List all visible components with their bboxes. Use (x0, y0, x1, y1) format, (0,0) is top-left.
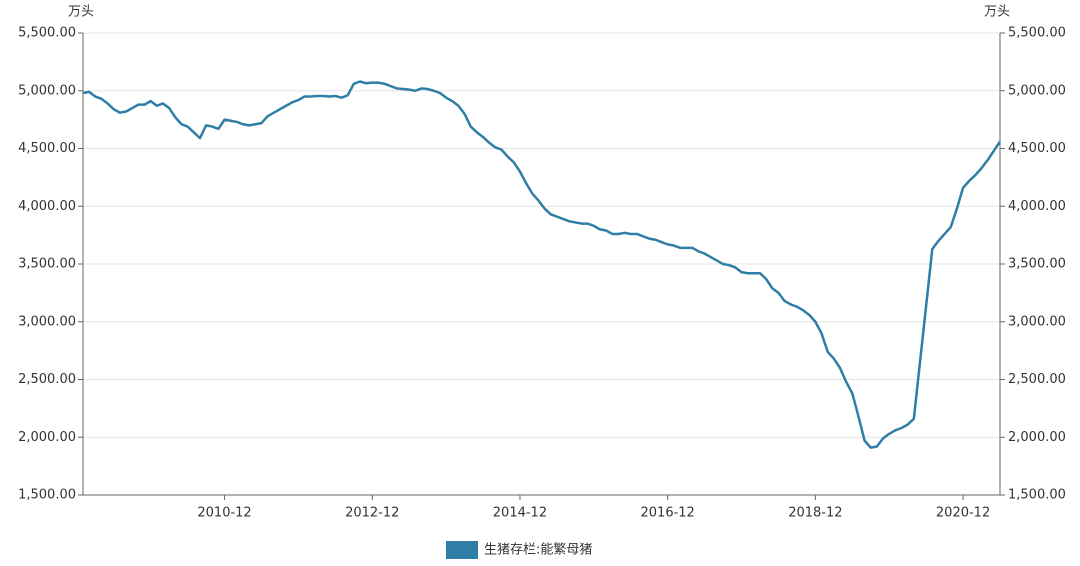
y2-tick-label: 4,000.00 (1008, 199, 1066, 214)
y2-tick-label: 1,500.00 (1008, 488, 1066, 503)
y2-tick-label: 5,000.00 (1008, 83, 1066, 98)
legend-label: 生猪存栏:能繁母猪 (484, 542, 592, 558)
y2-tick-label: 2,000.00 (1008, 430, 1066, 445)
y-tick-label: 5,000.00 (18, 83, 76, 98)
y-tick-label: 4,500.00 (18, 141, 76, 156)
x-tick-label: 2010-12 (197, 506, 251, 521)
y-tick-label: 4,000.00 (18, 199, 76, 214)
x-tick-label: 2018-12 (788, 506, 842, 521)
data-line (82, 80, 1002, 449)
y-tick-label: 2,000.00 (18, 430, 76, 445)
y2-tick-label: 2,500.00 (1008, 372, 1066, 387)
y-axis-label: 万头 (68, 5, 94, 20)
y-tick-label: 3,000.00 (18, 314, 76, 329)
y-tick-label: 3,500.00 (18, 257, 76, 272)
x-tick-label: 2014-12 (493, 506, 547, 521)
y2-tick-label: 3,000.00 (1008, 314, 1066, 329)
x-tick-label: 2016-12 (641, 506, 695, 521)
x-tick-label: 2012-12 (345, 506, 399, 521)
legend-swatch (446, 541, 478, 559)
y-tick-label: 1,500.00 (18, 488, 76, 503)
y-tick-label: 5,500.00 (18, 26, 76, 41)
y2-axis-label: 万头 (984, 5, 1010, 20)
y-tick-label: 2,500.00 (18, 372, 76, 387)
y2-tick-label: 3,500.00 (1008, 257, 1066, 272)
y2-tick-label: 5,500.00 (1008, 26, 1066, 41)
x-tick-label: 2020-12 (936, 506, 990, 521)
y2-tick-label: 4,500.00 (1008, 141, 1066, 156)
